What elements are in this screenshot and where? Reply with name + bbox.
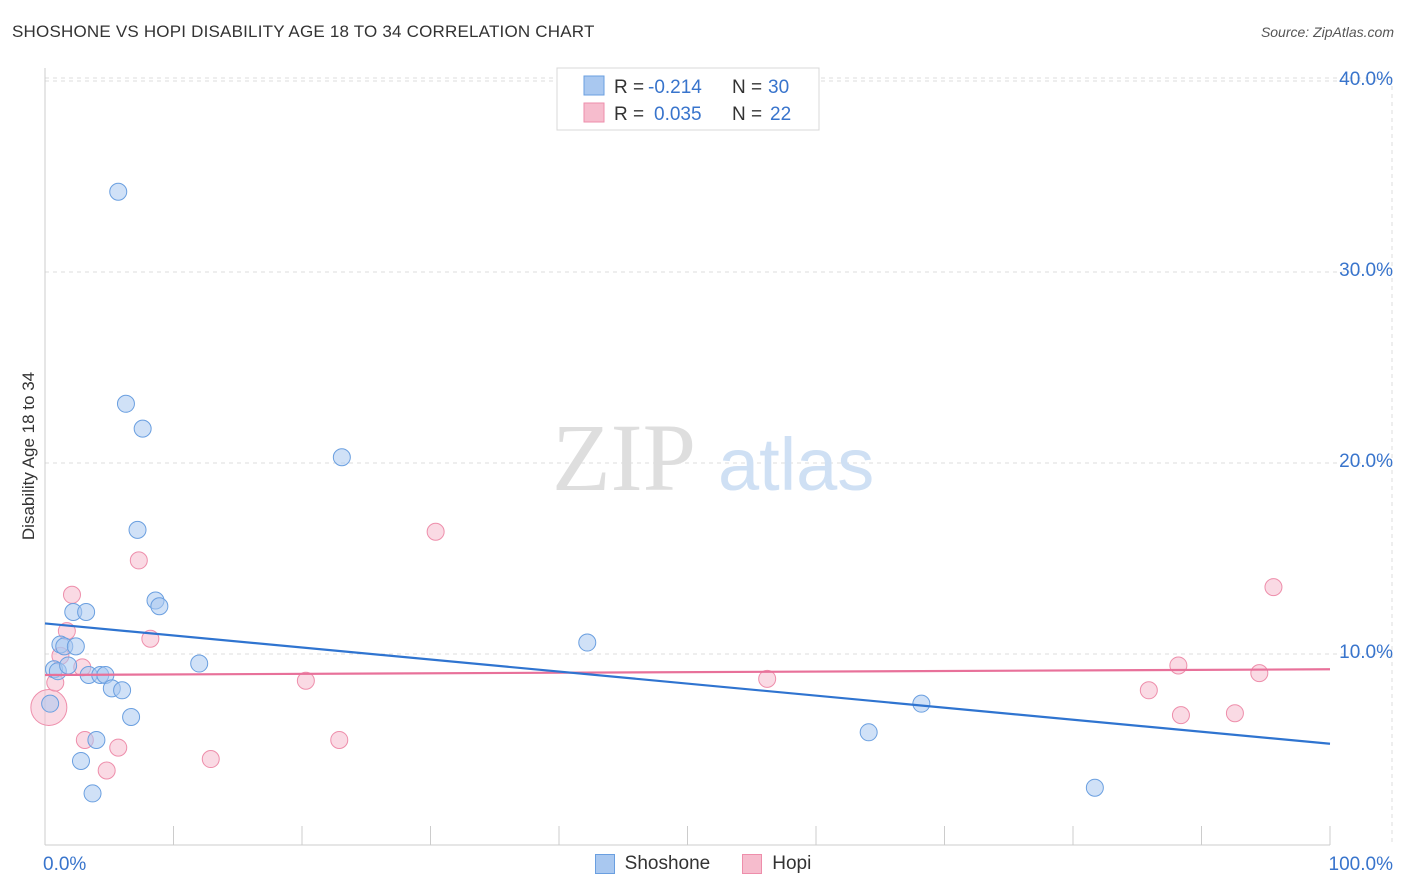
series-legend: Shoshone Hopi	[0, 851, 1406, 877]
hopi-trend-line	[44, 668, 1331, 677]
hopi-points	[30, 522, 1283, 780]
x-tick-label-max: 100.0%	[1329, 854, 1394, 875]
hopi-point	[1225, 704, 1244, 723]
watermark-zip: ZIP	[552, 404, 696, 511]
y-tick-label: 20.0%	[1339, 451, 1393, 472]
shoshone-legend-label: Shoshone	[624, 853, 711, 874]
source-label: Source: ZipAtlas.com	[1260, 24, 1394, 40]
shoshone-point	[912, 694, 931, 713]
shoshone-point	[87, 730, 106, 749]
legend-item-shoshone: Shoshone	[594, 853, 711, 875]
shoshone-point	[859, 723, 878, 742]
shoshone-point	[66, 637, 85, 656]
shoshone-point	[332, 448, 351, 467]
watermark: ZIP atlas	[552, 404, 874, 511]
hopi-swatch	[742, 854, 763, 874]
x-tick-labels: 0.0% 100.0%	[43, 854, 1393, 875]
y-tick-label: 10.0%	[1339, 642, 1393, 663]
y-tick-label: 40.0%	[1339, 69, 1393, 90]
trend-lines	[44, 622, 1331, 745]
shoshone-point	[59, 656, 78, 675]
shoshone-point	[133, 419, 152, 438]
stats-legend: R = -0.214 N = 30 R = 0.035 N = 22	[556, 67, 820, 131]
hopi-legend-label: Hopi	[772, 853, 812, 874]
shoshone-n-value: 30	[768, 77, 789, 98]
hopi-r-value: 0.035	[654, 104, 702, 125]
hopi-point	[62, 585, 81, 604]
hopi-point	[296, 671, 315, 690]
hopi-point	[201, 750, 220, 769]
chart-title: SHOSHONE VS HOPI DISABILITY AGE 18 TO 34…	[12, 22, 595, 41]
hopi-point	[330, 730, 349, 749]
shoshone-r-label: R =	[614, 77, 644, 98]
hopi-n-label: N =	[732, 104, 762, 125]
hopi-r-label: R =	[614, 104, 644, 125]
hopi-point	[758, 669, 777, 688]
hopi-point	[426, 522, 445, 541]
hopi-point	[97, 761, 116, 780]
watermark-atlas: atlas	[718, 423, 874, 506]
shoshone-point	[41, 694, 60, 713]
y-axis-label: Disability Age 18 to 34	[19, 372, 38, 540]
hopi-point	[109, 738, 128, 757]
shoshone-point	[83, 784, 102, 803]
legend-item-hopi: Hopi	[742, 853, 811, 875]
shoshone-point	[113, 681, 132, 700]
shoshone-points	[41, 182, 1104, 803]
shoshone-point	[116, 394, 135, 413]
shoshone-point	[190, 654, 209, 673]
y-tick-label: 30.0%	[1339, 260, 1393, 281]
shoshone-point	[1085, 778, 1104, 797]
shoshone-n-label: N =	[732, 77, 762, 98]
shoshone-point	[128, 520, 147, 539]
shoshone-point	[578, 633, 597, 652]
shoshone-r-value: -0.214	[648, 77, 702, 98]
shoshone-point	[109, 182, 128, 201]
hopi-point	[1171, 706, 1190, 725]
shoshone-point	[77, 602, 96, 621]
y-tick-labels: 10.0% 20.0% 30.0% 40.0%	[1339, 69, 1393, 663]
hopi-n-value: 22	[770, 104, 791, 125]
shoshone-trend-line	[44, 622, 1331, 745]
shoshone-point	[122, 708, 141, 727]
hopi-point	[1264, 578, 1283, 597]
shoshone-legend-swatch	[583, 75, 605, 96]
shoshone-point	[71, 751, 90, 770]
x-tick-label-min: 0.0%	[43, 854, 86, 875]
hopi-legend-swatch	[583, 102, 605, 123]
hopi-point	[1250, 664, 1269, 683]
hopi-point	[129, 551, 148, 570]
shoshone-point	[150, 597, 169, 616]
shoshone-swatch	[594, 854, 615, 874]
hopi-point	[1169, 656, 1188, 675]
hopi-point	[1139, 681, 1158, 700]
